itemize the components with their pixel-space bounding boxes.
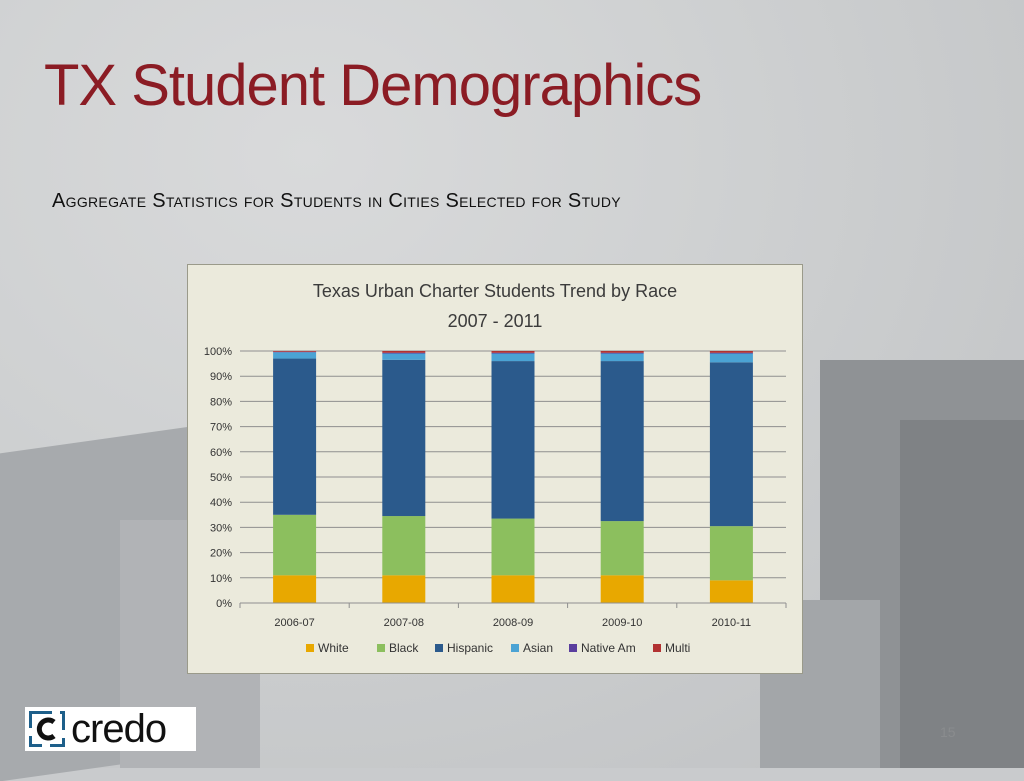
bar-segment [709, 352, 753, 354]
bar-segment [709, 526, 753, 581]
y-tick-label: 10% [210, 573, 232, 585]
bar-segment [382, 359, 426, 517]
y-tick-label: 80% [210, 396, 232, 408]
bar-segment [491, 575, 535, 603]
x-tick-label: 2010-11 [712, 617, 752, 629]
bar-segment [600, 575, 644, 603]
chart-title: Texas Urban Charter Students Trend by Ra… [313, 281, 677, 301]
legend-label: Hispanic [447, 641, 493, 655]
legend-swatch [377, 644, 385, 652]
bar-segment [382, 351, 426, 353]
legend-swatch [435, 644, 443, 652]
bar-segment [273, 352, 317, 359]
bar-segment [600, 352, 644, 354]
x-tick-label: 2009-10 [602, 617, 642, 629]
bar-segment [600, 361, 644, 522]
background-building [900, 420, 1024, 768]
y-tick-label: 50% [210, 472, 232, 484]
legend-swatch [511, 644, 519, 652]
bar-segment [382, 353, 426, 360]
legend-swatch [569, 644, 577, 652]
bar-segment [491, 351, 535, 353]
bar-segment [600, 353, 644, 362]
stacked-bar-chart: Texas Urban Charter Students Trend by Ra… [204, 281, 787, 655]
credo-c-icon [28, 710, 66, 748]
chart-bars [273, 351, 753, 603]
slide-subtitle: Aggregate Statistics for Students in Cit… [52, 190, 621, 212]
page-number: 15 [940, 724, 956, 740]
legend-swatch [306, 644, 314, 652]
chart-subtitle: 2007 - 2011 [448, 311, 543, 331]
bar-segment [491, 361, 535, 519]
legend-label: Black [389, 641, 419, 655]
legend-swatch [653, 644, 661, 652]
bar-segment [273, 351, 317, 353]
chart-container: Texas Urban Charter Students Trend by Ra… [187, 264, 803, 674]
bar-segment [273, 358, 317, 515]
y-tick-label: 90% [210, 371, 232, 383]
x-tick-label: 2006-07 [274, 617, 314, 629]
bar-segment [273, 514, 317, 576]
bar-segment [382, 575, 426, 603]
legend-label: Native Am [581, 641, 636, 655]
bar-segment [491, 353, 535, 362]
credo-logo: credo [25, 707, 196, 751]
x-tick-label: 2008-09 [493, 617, 533, 629]
y-tick-label: 70% [210, 422, 232, 434]
y-tick-label: 60% [210, 447, 232, 459]
y-tick-label: 100% [204, 346, 232, 358]
bar-segment [709, 353, 753, 363]
y-tick-label: 30% [210, 522, 232, 534]
y-tick-label: 0% [216, 598, 232, 610]
legend-label: Asian [523, 641, 553, 655]
y-tick-label: 20% [210, 548, 232, 560]
bar-segment [382, 516, 426, 576]
bar-segment [709, 362, 753, 527]
bar-segment [382, 352, 426, 354]
logo-text: credo [71, 707, 167, 751]
bar-segment [709, 351, 753, 353]
bar-segment [273, 351, 317, 352]
bar-segment [600, 351, 644, 353]
legend-label: White [318, 641, 349, 655]
bar-segment [273, 575, 317, 603]
bar-segment [600, 521, 644, 576]
bar-segment [709, 580, 753, 603]
slide-title: TX Student Demographics [44, 53, 702, 118]
bar-segment [491, 352, 535, 354]
chart-legend: White Black Hispanic Asian Native Am Multi [306, 641, 690, 655]
x-tick-label: 2007-08 [384, 617, 424, 629]
bar-segment [491, 518, 535, 576]
y-tick-label: 40% [210, 497, 232, 509]
chart-axes: 100% 90% 80% 70% 60% 50% 40% 30% 20% 10% 0% 2006-07… [204, 346, 787, 629]
legend-label: Multi [665, 641, 690, 655]
